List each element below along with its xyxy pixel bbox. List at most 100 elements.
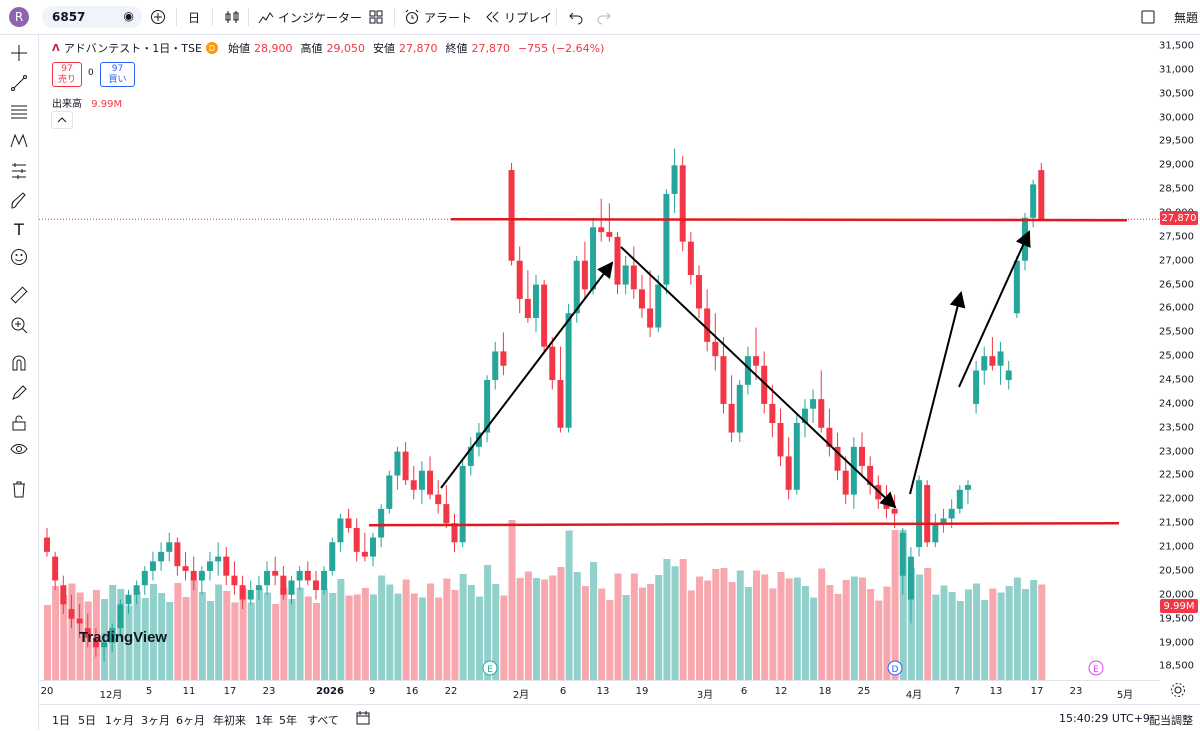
emoji-icon[interactable] [9,247,29,267]
trend-arrow[interactable] [909,291,966,495]
range-5d[interactable]: 5日 [78,714,96,727]
indicators-button[interactable]: インジケーター [258,0,362,34]
candle-body [361,551,368,557]
candle-body [696,275,702,309]
candle-body [255,585,262,591]
replay-button[interactable]: リプレイ [484,0,552,34]
trend-arrow[interactable] [440,261,614,489]
eye-icon[interactable] [9,439,29,459]
layout-name[interactable]: 無題 [1174,10,1199,25]
price-tick: 21,500 [1159,517,1194,529]
range-1y[interactable]: 1年 [255,714,273,727]
range-1m[interactable]: 1ヶ月 [105,714,134,727]
volume-bar [940,585,948,680]
templates-button[interactable] [368,0,384,34]
watchlist-heart-icon[interactable]: ◉ [123,9,134,23]
range-6m[interactable]: 6ヶ月 [176,714,205,727]
range-1d[interactable]: 1日 [52,714,70,727]
zoom-icon[interactable] [9,315,29,335]
settings-gear-icon[interactable] [1170,682,1188,700]
candle-body [793,422,800,490]
crosshair-icon[interactable] [9,43,29,63]
prediction-icon[interactable] [9,161,29,181]
range-ytd[interactable]: 年初来 [213,714,246,727]
sell-button[interactable]: 97 売り [52,62,82,87]
candle-body [223,556,230,576]
candle-body [239,585,246,600]
support-line[interactable] [368,521,1120,527]
volume-bar [1022,589,1029,680]
chart-type-button[interactable] [224,0,240,34]
alert-label: アラート [424,10,473,25]
event-marker[interactable] [1088,660,1104,676]
candle-body [321,570,328,591]
time-tick: 2026 [316,686,344,697]
candle-body [687,241,694,276]
time-tick: 19 [635,686,649,697]
trash-icon[interactable] [9,479,29,499]
volume-bar [875,600,883,680]
legend-symbol-name[interactable]: アドバンテスト・1日・TSE [63,42,202,55]
volume-bar [850,576,858,680]
fib-icon[interactable] [9,101,29,121]
brush-icon[interactable] [9,191,29,211]
undo-button[interactable] [568,0,584,34]
candle-body [141,570,148,586]
trend-arrow[interactable] [620,246,897,509]
time-axis[interactable]: 20 12月 5 11 17 23 2026 9 16 22 2月 6 13 19 3月 6 12 18 25 4月 7… [39,680,1160,703]
interval-button[interactable]: 日 [188,10,201,25]
indicators-label: インジケーター [278,10,363,25]
volume-bar [1030,580,1038,680]
user-avatar[interactable]: R [9,7,29,27]
pattern-icon[interactable] [9,131,29,151]
trend-arrow[interactable] [958,230,1031,388]
text-icon[interactable]: T [14,219,24,239]
collapse-legend-button[interactable] [51,111,73,129]
legend-delay-badge: D [205,42,218,54]
time-tick: 7 [953,686,961,697]
dividend-adjust-toggle[interactable]: 配当調整 [1149,714,1193,727]
volume-bar [1038,584,1046,680]
magnet-icon[interactable] [9,353,29,373]
volume-bar [386,584,394,680]
candle-body [125,594,132,605]
volume-bar [44,605,51,680]
buy-button[interactable]: 97 買い [100,62,135,87]
volume-bar [312,603,320,680]
stay-drawing-icon[interactable] [9,383,29,403]
event-marker[interactable] [482,660,498,676]
time-tick: 25 [857,686,871,697]
chart-pane[interactable]: E D E TradingView [39,35,1160,680]
alert-button[interactable]: アラート [404,0,472,34]
ruler-icon[interactable] [9,285,29,305]
candle-body [744,356,751,385]
resistance-line[interactable] [450,217,1128,222]
volume-bar [280,587,288,680]
symbol-search[interactable]: 6857 ◉ [42,6,142,28]
fullscreen-checkbox[interactable] [1140,0,1156,34]
lock-icon[interactable] [9,413,29,433]
redo-button[interactable] [596,0,612,34]
price-axis[interactable]: 31,500 31,000 30,500 30,000 29,500 29,000 28,5… [1140,35,1200,680]
time-tick: 13 [596,686,610,697]
candle-body [215,556,222,562]
price-tick: 20,000 [1159,589,1194,601]
volume-bar [867,589,875,680]
candlestick-chart[interactable]: E D E TradingView [39,35,1160,680]
volume-bar [321,589,329,680]
volume-bar [402,579,410,680]
candle-body [451,523,458,543]
range-3m[interactable]: 3ヶ月 [141,714,170,727]
event-marker[interactable] [887,660,903,676]
volume-bar [956,601,964,680]
goto-date-icon[interactable] [355,710,371,729]
time-tick: 4月 [905,690,923,701]
range-5y[interactable]: 5年 [279,714,297,727]
range-all[interactable]: すべて [307,714,339,727]
volume-bar [704,580,712,680]
candle-body [516,260,523,299]
clock-text[interactable]: 15:40:29 UTC+9 [1059,712,1150,725]
compare-button[interactable] [148,0,168,34]
trendline-icon[interactable] [9,73,29,93]
volume-bar [736,570,744,680]
